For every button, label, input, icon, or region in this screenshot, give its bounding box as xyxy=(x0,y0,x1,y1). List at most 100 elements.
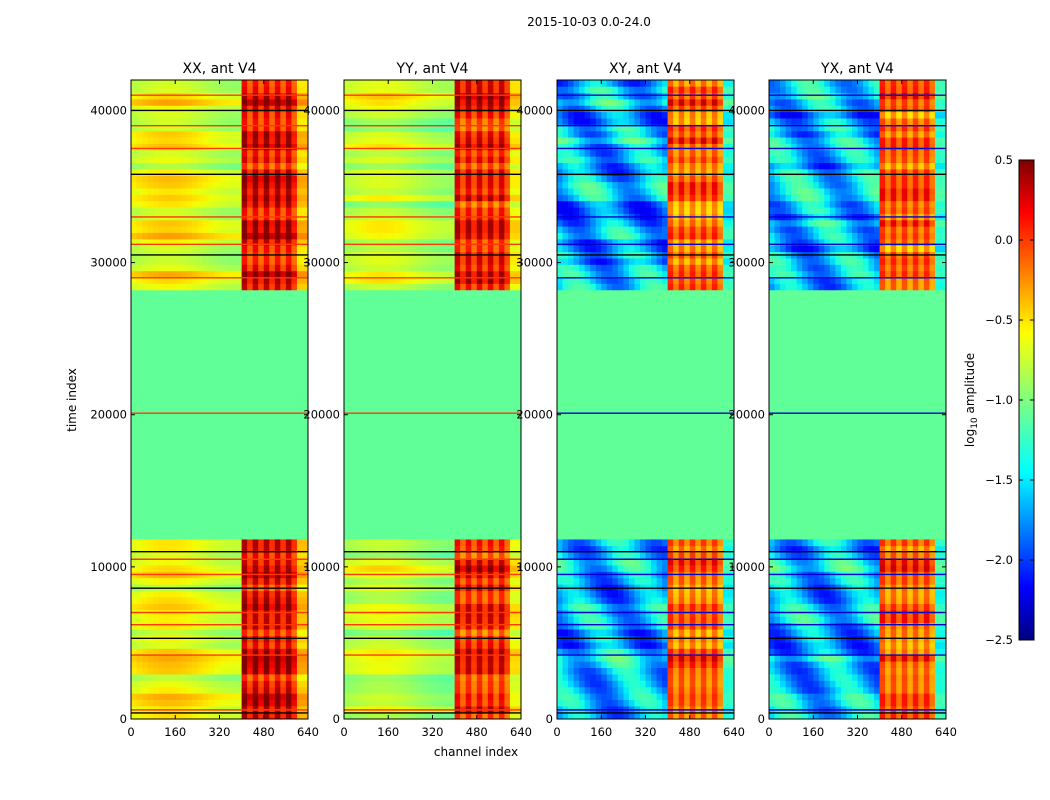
heatmap-cell xyxy=(180,699,187,707)
heatmap-cell xyxy=(706,590,713,598)
heatmap-cell xyxy=(241,264,248,272)
heatmap-cell xyxy=(695,565,702,572)
heatmap-cell xyxy=(684,577,691,585)
heatmap-cell xyxy=(280,118,287,125)
heatmap-cell xyxy=(344,597,350,604)
heatmap-cell xyxy=(344,232,350,240)
heatmap-cell xyxy=(415,207,422,214)
heatmap-cell xyxy=(595,680,602,688)
heatmap-cell xyxy=(202,188,209,195)
heatmap-cell xyxy=(493,245,500,253)
heatmap-cell xyxy=(360,105,367,113)
heatmap-cell xyxy=(169,239,176,246)
heatmap-cell xyxy=(388,661,395,668)
heatmap-cell xyxy=(498,558,505,566)
heatmap-cell xyxy=(460,552,466,559)
heatmap-cell xyxy=(153,686,159,694)
heatmap-cell xyxy=(280,661,287,668)
heatmap-cell xyxy=(219,80,226,87)
heatmap-cell xyxy=(568,545,574,553)
heatmap-cell xyxy=(213,270,220,278)
heatmap-cell xyxy=(443,699,450,707)
heatmap-cell xyxy=(562,565,569,572)
heatmap-cell xyxy=(377,226,384,233)
heatmap-cell xyxy=(584,693,591,701)
heatmap-cell xyxy=(225,156,231,164)
heatmap-cell xyxy=(241,226,248,233)
heatmap-cell xyxy=(175,162,182,170)
heatmap-cell xyxy=(509,99,516,106)
heatmap-cell xyxy=(426,181,433,189)
heatmap-cell xyxy=(460,674,466,681)
heatmap-cell xyxy=(158,686,165,694)
heatmap-cell xyxy=(213,207,220,214)
heatmap-cell xyxy=(711,539,718,547)
heatmap-cell xyxy=(208,207,215,214)
heatmap-cell xyxy=(344,712,350,720)
heatmap-cell xyxy=(432,200,439,208)
heatmap-cell xyxy=(377,603,384,611)
heatmap-cell xyxy=(415,699,422,707)
heatmap-cell xyxy=(399,143,406,151)
heatmap-cell xyxy=(285,118,292,125)
heatmap-cell xyxy=(449,99,455,106)
heatmap-cell xyxy=(197,239,204,246)
heatmap-cell xyxy=(291,654,298,662)
heatmap-cell xyxy=(515,219,522,227)
heatmap-cell xyxy=(656,616,663,624)
heatmap-cell xyxy=(662,622,668,630)
heatmap-cell xyxy=(236,137,242,144)
heatmap-cell xyxy=(136,610,143,617)
heatmap-cell xyxy=(482,693,489,701)
heatmap-cell xyxy=(706,654,713,662)
heatmap-cell xyxy=(393,162,400,170)
heatmap-cell xyxy=(280,99,287,106)
heatmap-cell xyxy=(219,239,226,246)
heatmap-cell xyxy=(258,86,265,94)
heatmap-cell xyxy=(236,648,242,656)
heatmap-cell xyxy=(482,258,489,265)
heatmap-cell xyxy=(509,181,516,189)
heatmap-cell xyxy=(302,264,309,272)
heatmap-cell xyxy=(360,149,367,157)
heatmap-cell xyxy=(236,712,242,720)
heatmap-cell xyxy=(371,629,378,636)
heatmap-cell xyxy=(460,667,466,675)
heatmap-cell xyxy=(382,258,389,265)
heatmap-cell xyxy=(443,258,450,265)
heatmap-cell xyxy=(695,590,702,598)
heatmap-cell xyxy=(706,622,713,630)
heatmap-cell xyxy=(388,207,395,214)
heatmap-cell xyxy=(147,194,154,202)
heatmap-cell xyxy=(404,539,411,547)
heatmap-cell xyxy=(360,270,367,278)
heatmap-cell xyxy=(213,80,220,87)
heatmap-cell xyxy=(153,200,159,208)
heatmap-cell xyxy=(371,143,378,151)
heatmap-cell xyxy=(584,545,591,553)
heatmap-cell xyxy=(667,277,674,284)
heatmap-cell xyxy=(153,207,159,214)
heatmap-cell xyxy=(415,558,422,566)
heatmap-cell xyxy=(557,622,563,630)
heatmap-cell xyxy=(504,200,511,208)
heatmap-cell xyxy=(438,86,444,94)
heatmap-cell xyxy=(225,661,231,668)
heatmap-cell xyxy=(504,245,511,253)
heatmap-cell xyxy=(449,686,455,694)
heatmap-cell xyxy=(673,552,679,559)
heatmap-cell xyxy=(258,124,265,132)
heatmap-cell xyxy=(213,603,220,611)
heatmap-cell xyxy=(169,207,176,214)
heatmap-cell xyxy=(225,143,231,151)
heatmap-cell xyxy=(415,226,422,233)
heatmap-cell xyxy=(493,565,500,572)
heatmap-cell xyxy=(487,648,494,656)
heatmap-cell xyxy=(382,277,389,284)
heatmap-cell xyxy=(476,699,483,707)
heatmap-cell xyxy=(142,86,148,94)
heatmap-cell xyxy=(590,693,597,701)
heatmap-cell xyxy=(355,539,361,547)
heatmap-cell xyxy=(382,200,389,208)
heatmap-cell xyxy=(291,194,298,202)
